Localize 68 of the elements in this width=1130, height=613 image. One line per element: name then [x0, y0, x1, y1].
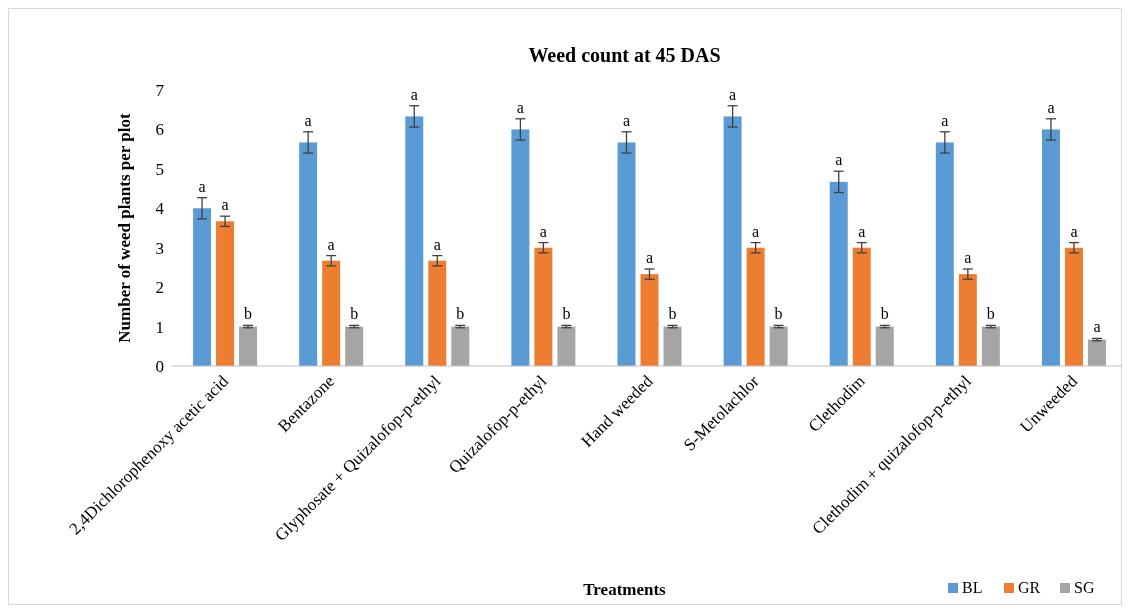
bar	[239, 326, 258, 366]
bar	[345, 326, 364, 366]
y-tick-label: 5	[155, 159, 164, 179]
bar	[1087, 339, 1106, 366]
bar	[663, 326, 682, 366]
data-label: a	[645, 249, 654, 267]
data-label: a	[1070, 222, 1078, 240]
data-label: a	[327, 235, 335, 253]
y-tick-label: 7	[155, 80, 165, 100]
data-label: a	[941, 111, 949, 129]
data-label: b	[244, 305, 253, 323]
bar	[193, 208, 212, 366]
data-label: a	[622, 111, 631, 129]
data-label: b	[880, 305, 889, 323]
bar	[746, 247, 765, 366]
data-label: a	[516, 98, 524, 116]
data-label: a	[221, 196, 229, 214]
data-label: a	[198, 177, 206, 195]
data-label: a	[858, 222, 866, 240]
data-label: a	[752, 222, 760, 240]
bar	[981, 326, 1000, 366]
data-label: a	[410, 85, 418, 103]
legend-label: GR	[1018, 579, 1041, 596]
chart-title: Weed count at 45 DAS	[528, 44, 721, 66]
y-tick-label: 6	[155, 120, 164, 140]
bar	[640, 274, 659, 366]
data-label: b	[562, 305, 571, 323]
bar	[322, 260, 341, 366]
x-axis-title: Treatments	[583, 580, 667, 599]
bar	[723, 116, 742, 366]
bar	[875, 326, 894, 366]
data-label: b	[350, 305, 359, 323]
bar	[557, 326, 576, 366]
data-label: a	[433, 235, 441, 253]
data-label: a	[835, 151, 843, 169]
bar	[405, 116, 424, 366]
bar	[428, 260, 447, 366]
y-tick-label: 3	[155, 238, 164, 258]
data-label: a	[964, 249, 972, 267]
data-label: a	[1047, 98, 1055, 116]
bar	[534, 247, 553, 366]
bar	[1064, 247, 1083, 366]
bar	[617, 142, 636, 366]
bar	[216, 221, 235, 366]
legend-label: BL	[962, 579, 983, 596]
bar	[299, 142, 318, 366]
data-label: a	[304, 111, 312, 129]
y-axis-title: Number of weed plants per plot	[115, 112, 134, 343]
data-label: b	[986, 305, 995, 323]
y-tick-label: 4	[155, 199, 165, 219]
data-label: a	[539, 222, 547, 240]
y-tick-label: 2	[155, 278, 164, 298]
bar	[935, 142, 954, 366]
bar	[769, 326, 788, 366]
bar	[451, 326, 470, 366]
y-tick-label: 1	[155, 317, 164, 337]
data-label: b	[774, 305, 783, 323]
bar	[958, 274, 977, 366]
legend-label: SG	[1074, 579, 1095, 596]
bar	[511, 129, 530, 366]
data-label: b	[668, 305, 677, 323]
data-label: b	[456, 305, 465, 323]
bar	[1041, 129, 1060, 366]
data-label: a	[729, 85, 737, 103]
y-tick-label: 0	[155, 356, 164, 376]
bar	[829, 181, 848, 366]
data-label: a	[1093, 318, 1101, 336]
bar	[852, 247, 871, 366]
